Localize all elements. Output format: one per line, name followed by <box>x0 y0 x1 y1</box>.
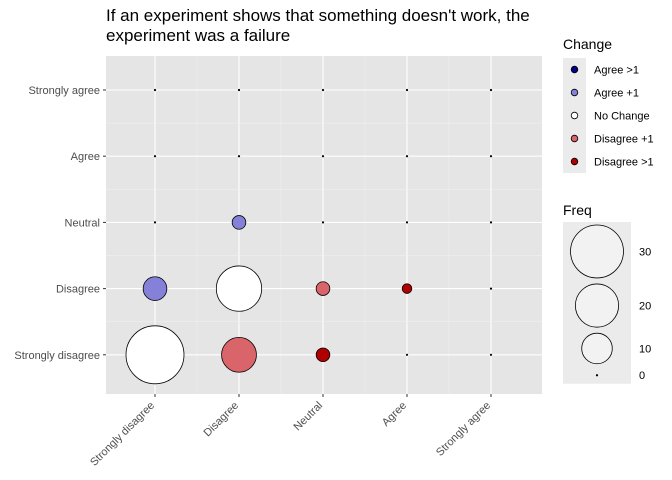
point-disagree-disagree <box>215 265 263 312</box>
point-disagree-agree <box>237 155 241 158</box>
change-legend-label-agree-1: Agree +1 <box>594 88 639 100</box>
y-tick-label-neutral: Neutral <box>65 217 100 229</box>
point-strongly-agree-strongly-disagree <box>489 353 493 356</box>
change-legend-label-agree-1: Agree >1 <box>594 65 639 77</box>
x-tick-label-strongly-agree: Strongly agree <box>434 400 493 459</box>
freq-legend-title: Freq <box>563 202 592 218</box>
x-tick-label-disagree: Disagree <box>202 400 242 440</box>
y-tick-label-disagree: Disagree <box>56 284 100 296</box>
point-agree-neutral <box>405 221 409 224</box>
freq-legend-label-30: 30 <box>639 246 651 258</box>
change-legend-label-disagree-1: Disagree +1 <box>594 134 654 146</box>
point-neutral-neutral <box>321 221 325 224</box>
point-neutral-agree <box>321 155 325 158</box>
change-legend-title: Change <box>563 36 612 52</box>
point-agree-strongly-disagree <box>405 353 409 356</box>
point-strongly-disagree-agree <box>153 155 157 158</box>
freq-legend-circle-30 <box>570 224 624 279</box>
point-neutral-strongly-agree <box>321 88 325 92</box>
point-neutral-strongly-disagree <box>315 347 331 363</box>
chart-title-line-2: experiment was a failure <box>106 26 290 45</box>
x-tick-label-strongly-disagree: Strongly disagree <box>88 400 157 469</box>
point-agree-disagree <box>401 283 413 294</box>
y-tick-label-strongly-disagree: Strongly disagree <box>14 350 100 362</box>
change-legend-swatch-disagree-1 <box>570 134 579 143</box>
point-agree-strongly-agree <box>405 88 409 92</box>
point-neutral-disagree <box>315 281 331 296</box>
point-strongly-disagree-strongly-disagree <box>125 325 185 385</box>
data-points <box>125 88 493 385</box>
change-legend-swatch-no-change <box>570 111 579 120</box>
point-strongly-disagree-strongly-agree <box>153 88 157 92</box>
point-strongly-disagree-disagree <box>142 276 168 301</box>
freq-legend-circle-20 <box>574 283 620 328</box>
x-tick-label-neutral: Neutral <box>292 400 326 434</box>
x-axis: Strongly disagree Disagree Neutral Agree Str… <box>88 394 493 469</box>
y-tick-label-strongly-agree: Strongly agree <box>28 85 100 97</box>
freq-legend-label-20: 20 <box>639 301 651 313</box>
y-tick-label-agree: Agree <box>71 151 100 163</box>
freq-legend-circle-10 <box>581 332 613 365</box>
change-legend: Change Agree >1 Agree +1 No Change Disagree… <box>563 36 654 173</box>
chart-title-line-1: If an experiment shows that something do… <box>106 6 530 25</box>
point-strongly-agree-strongly-agree <box>489 88 493 92</box>
point-strongly-disagree-neutral <box>153 221 157 224</box>
freq-legend: Freq 30 20 10 0 <box>563 202 651 384</box>
change-legend-swatch-disagree-1 <box>570 157 579 166</box>
point-agree-agree <box>405 155 409 158</box>
freq-legend-label-0: 0 <box>639 370 645 382</box>
point-disagree-strongly-disagree <box>221 336 257 373</box>
point-disagree-neutral <box>231 215 247 230</box>
freq-legend-circle-0 <box>595 374 599 377</box>
change-legend-label-disagree-1: Disagree >1 <box>594 157 654 169</box>
change-legend-swatch-agree-1 <box>570 88 579 97</box>
freq-legend-key-bg <box>563 222 631 384</box>
change-legend-label-no-change: No Change <box>594 111 650 123</box>
x-tick-label-agree: Agree <box>380 400 409 429</box>
point-disagree-strongly-agree <box>237 88 241 92</box>
freq-legend-label-10: 10 <box>639 343 651 355</box>
point-strongly-agree-neutral <box>489 221 493 224</box>
point-strongly-agree-agree <box>489 155 493 158</box>
point-strongly-agree-disagree <box>489 287 493 290</box>
change-legend-swatch-agree-1 <box>570 65 579 74</box>
y-axis: Strongly agree Agree Neutral Disagree Strong… <box>14 85 106 362</box>
